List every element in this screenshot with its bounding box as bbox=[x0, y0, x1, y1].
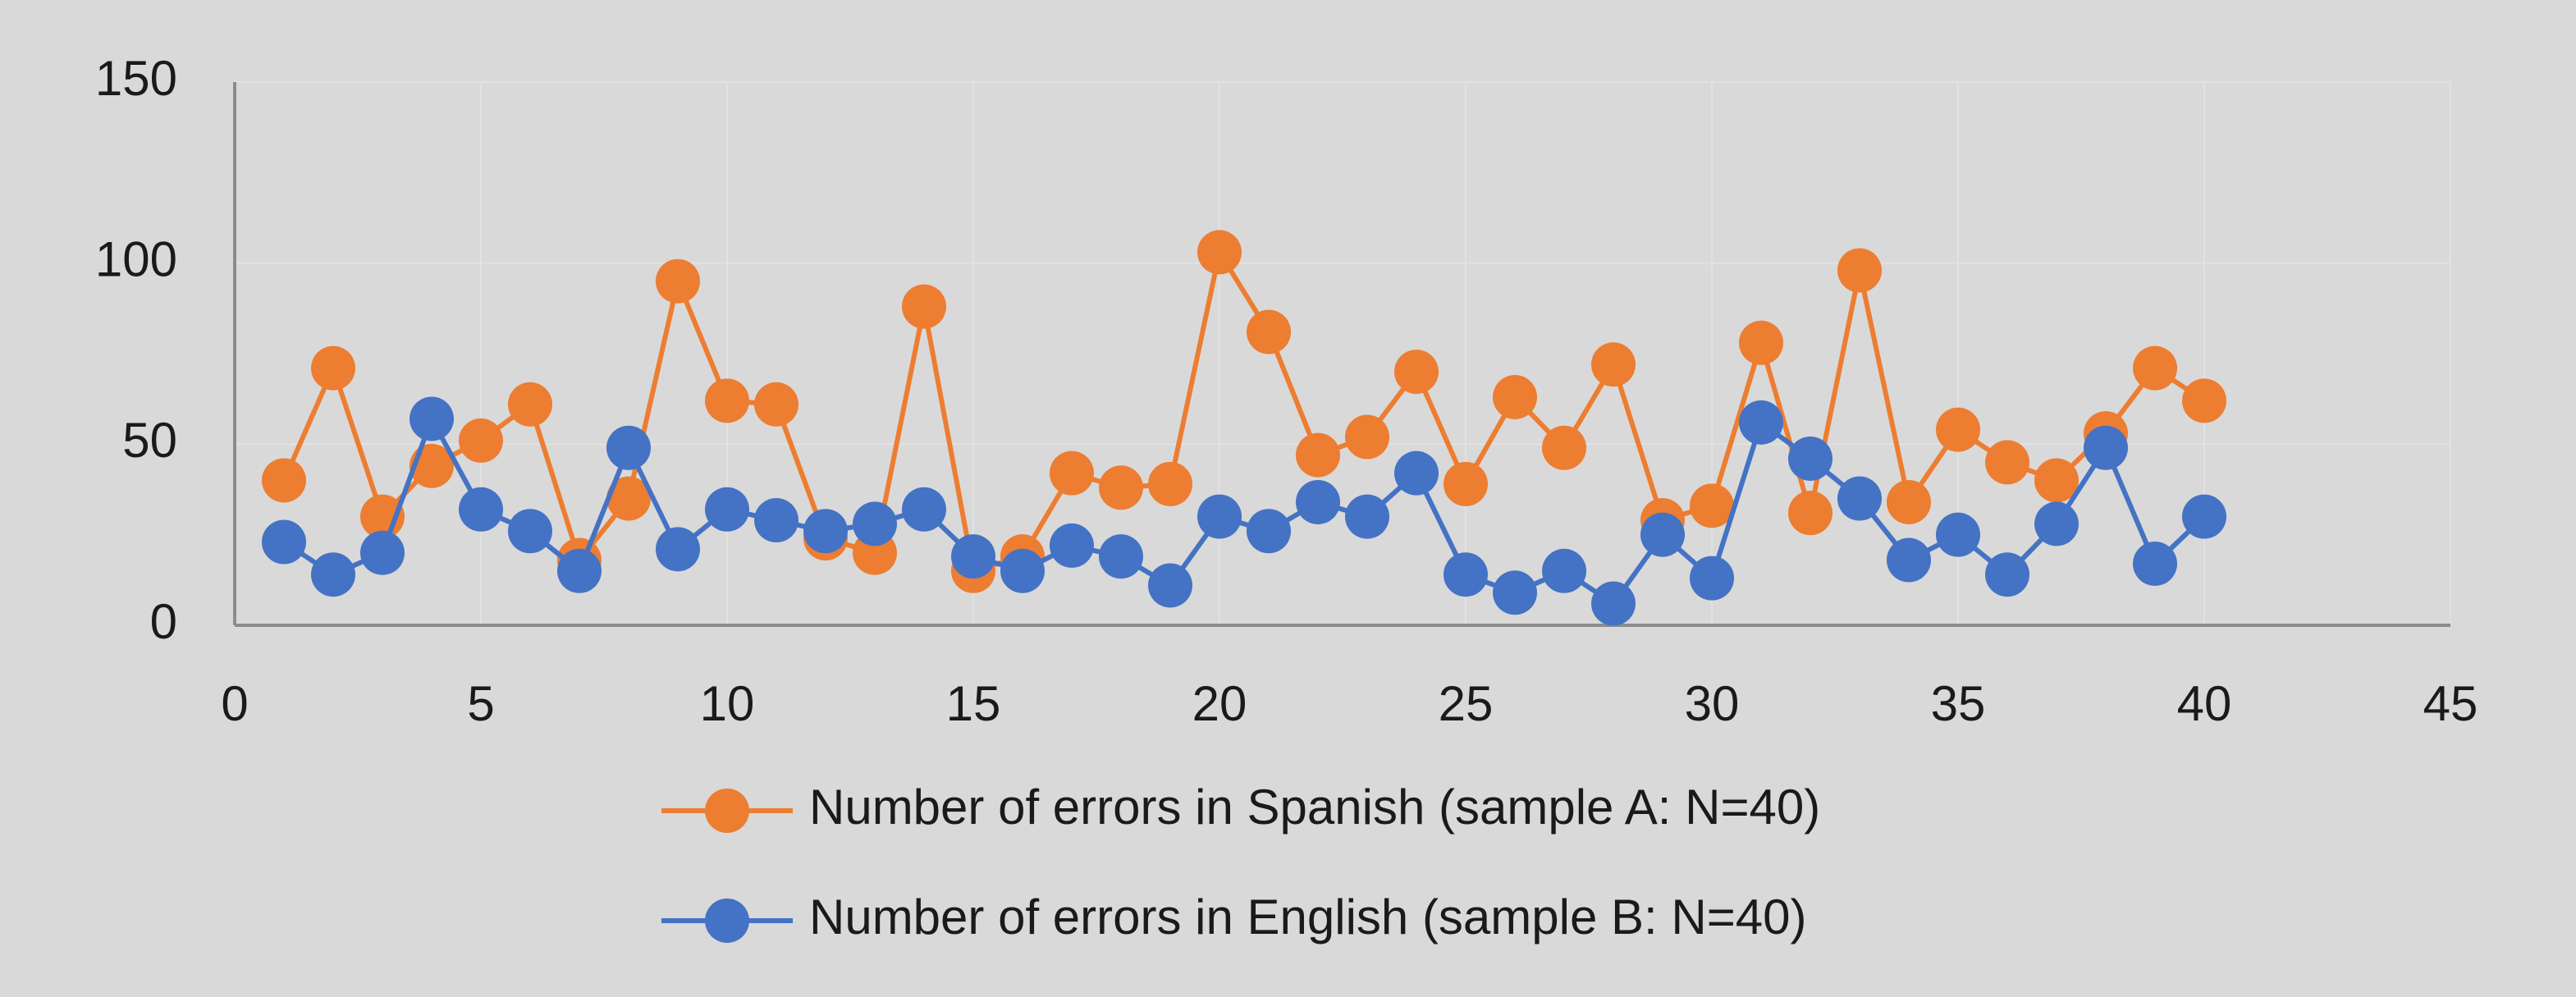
data-point bbox=[1837, 476, 1882, 521]
data-point bbox=[1640, 512, 1685, 557]
data-point bbox=[2034, 501, 2079, 547]
data-point bbox=[1837, 248, 1882, 293]
y-tick-label: 0 bbox=[150, 594, 177, 649]
data-point bbox=[1690, 556, 1734, 601]
data-point bbox=[1542, 425, 1586, 470]
data-point bbox=[1444, 461, 1488, 506]
data-point bbox=[1493, 570, 1537, 615]
data-point bbox=[1493, 374, 1537, 419]
data-point bbox=[902, 284, 946, 329]
data-point bbox=[1247, 509, 1291, 554]
series-line bbox=[281, 245, 2206, 574]
legend-marker bbox=[705, 899, 749, 943]
data-point bbox=[705, 378, 749, 423]
data-point bbox=[853, 501, 897, 547]
data-point bbox=[1887, 479, 1931, 524]
data-point bbox=[606, 425, 651, 470]
data-point bbox=[803, 509, 848, 554]
data-point bbox=[1936, 407, 1980, 452]
data-point bbox=[459, 418, 503, 463]
data-point bbox=[656, 258, 700, 304]
data-point bbox=[1985, 552, 2029, 597]
data-point bbox=[1099, 534, 1143, 579]
data-point bbox=[1345, 414, 1389, 460]
data-point bbox=[1444, 552, 1488, 597]
data-point bbox=[1936, 512, 1980, 557]
x-tick-label: 5 bbox=[467, 676, 494, 731]
data-point bbox=[360, 530, 405, 575]
data-point bbox=[951, 534, 995, 579]
data-point bbox=[1148, 461, 1192, 506]
x-tick-label: 10 bbox=[700, 676, 755, 731]
y-tick-label: 50 bbox=[122, 413, 177, 468]
data-point bbox=[508, 382, 552, 427]
y-tick-label: 150 bbox=[95, 51, 177, 106]
x-tick-label: 25 bbox=[1439, 676, 1494, 731]
data-point bbox=[1050, 523, 1094, 568]
data-point bbox=[1887, 537, 1931, 583]
data-point bbox=[1394, 350, 1439, 395]
data-point bbox=[508, 509, 552, 554]
data-point bbox=[262, 519, 306, 565]
data-point bbox=[2034, 458, 2079, 503]
data-point bbox=[1296, 479, 1340, 524]
data-point bbox=[705, 487, 749, 532]
data-point bbox=[459, 487, 503, 532]
data-point bbox=[2182, 378, 2226, 423]
x-tick-label: 0 bbox=[221, 676, 248, 731]
legend-marker bbox=[705, 789, 749, 833]
data-point bbox=[2084, 425, 2128, 470]
series-line bbox=[282, 413, 2207, 607]
data-point bbox=[1148, 563, 1192, 608]
data-point bbox=[1000, 548, 1045, 593]
data-point bbox=[1197, 494, 1242, 539]
data-point bbox=[754, 382, 798, 427]
data-point bbox=[1542, 548, 1586, 593]
data-point bbox=[1394, 450, 1439, 496]
x-tick-label: 15 bbox=[946, 676, 1001, 731]
x-tick-label: 45 bbox=[2423, 676, 2478, 731]
data-point bbox=[1247, 309, 1291, 354]
data-point bbox=[902, 487, 946, 532]
data-point bbox=[262, 458, 306, 503]
data-point bbox=[1345, 494, 1389, 539]
x-tick-label: 40 bbox=[2177, 676, 2232, 731]
data-point bbox=[1739, 320, 1783, 365]
data-point bbox=[2133, 541, 2177, 586]
x-tick-label: 20 bbox=[1192, 676, 1247, 731]
data-point bbox=[754, 498, 798, 543]
data-point bbox=[1591, 581, 1636, 626]
data-point bbox=[1050, 450, 1094, 496]
data-point bbox=[1591, 342, 1636, 387]
data-point bbox=[557, 548, 602, 593]
data-point bbox=[1739, 400, 1783, 445]
data-point bbox=[1788, 491, 1832, 536]
data-point bbox=[1690, 483, 1734, 528]
data-point bbox=[2133, 345, 2177, 391]
data-point bbox=[311, 345, 355, 391]
data-point bbox=[1985, 440, 2029, 485]
data-point bbox=[1099, 465, 1143, 510]
x-tick-label: 30 bbox=[1685, 676, 1740, 731]
legend-label: Number of errors in Spanish (sample A: N… bbox=[809, 780, 1820, 835]
data-point bbox=[1296, 432, 1340, 478]
data-point bbox=[606, 476, 651, 521]
data-point bbox=[1788, 436, 1832, 481]
data-point bbox=[656, 527, 700, 572]
data-point bbox=[2182, 494, 2226, 539]
data-point bbox=[311, 552, 355, 597]
legend-label: Number of errors in English (sample B: N… bbox=[809, 890, 1806, 944]
data-point bbox=[1197, 230, 1242, 275]
x-tick-label: 35 bbox=[1931, 676, 1986, 731]
y-tick-label: 100 bbox=[95, 232, 177, 287]
data-point bbox=[410, 396, 454, 441]
